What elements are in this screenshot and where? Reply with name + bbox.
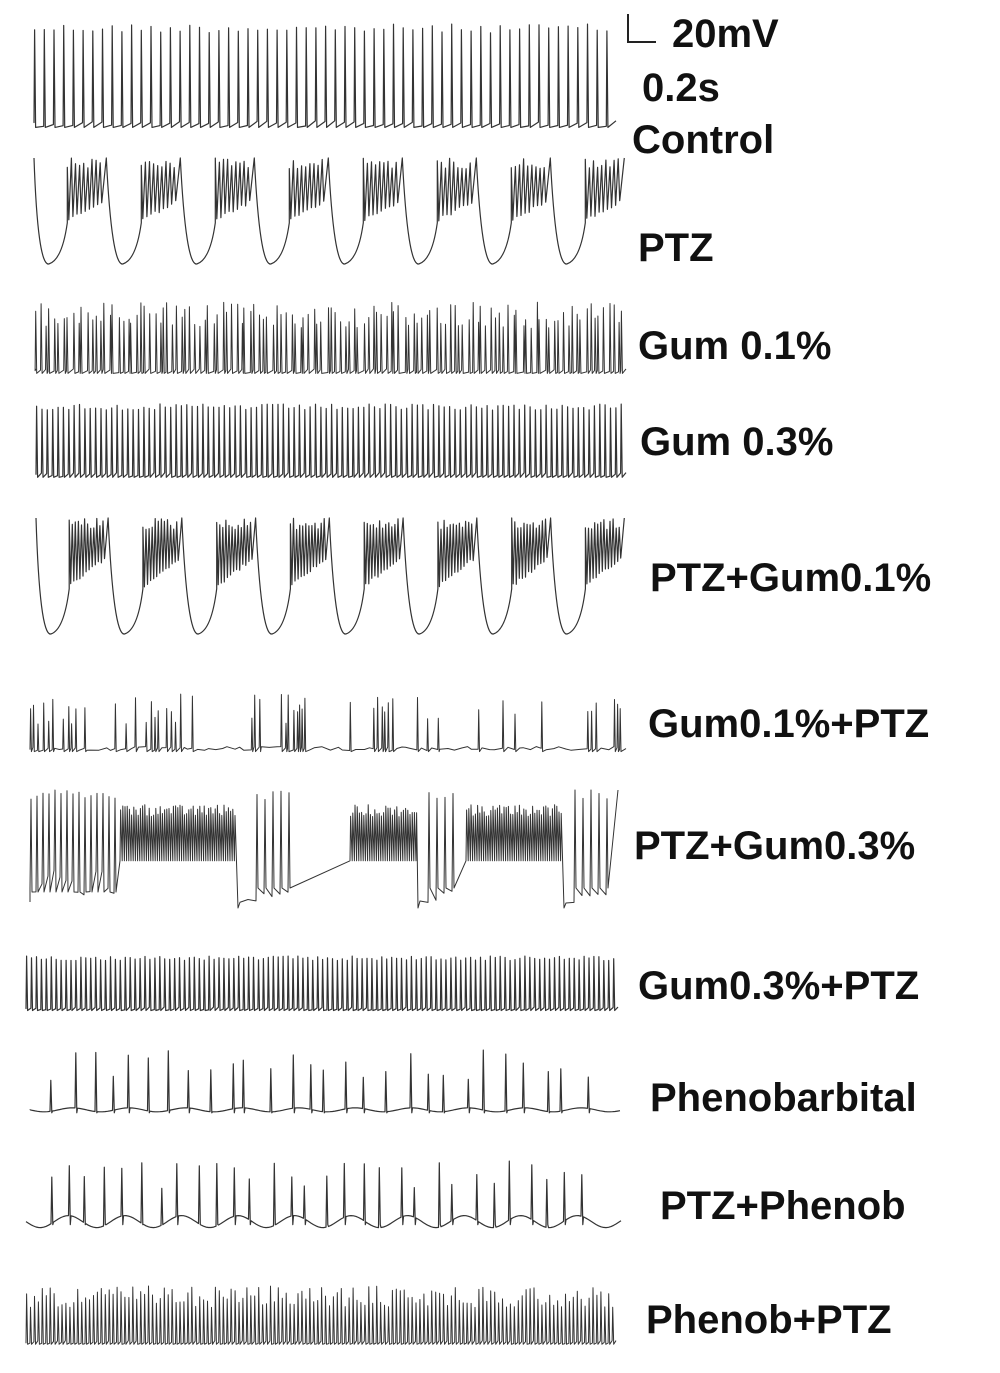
trace-phenob-ptz bbox=[25, 1285, 617, 1345]
trace-label-ptz: PTZ bbox=[638, 226, 714, 270]
trace-ptz-gum0-3 bbox=[29, 789, 619, 909]
trace-label-gum-01-ptz: Gum0.1%+PTZ bbox=[648, 702, 930, 746]
trace-gum0-3-ptz bbox=[25, 955, 619, 1012]
trace-gum-0-3 bbox=[35, 403, 627, 478]
scale-voltage-label: 20mV bbox=[672, 12, 779, 56]
trace-label-gum-03: Gum 0.3% bbox=[640, 420, 834, 464]
trace-gum-0-1 bbox=[34, 301, 627, 374]
trace-ptz-phenob bbox=[25, 1160, 622, 1229]
trace-label-ptz-phenob: PTZ+Phenob bbox=[660, 1184, 906, 1228]
scale-bar bbox=[627, 14, 656, 43]
trace-label-ptz-gum-03: PTZ+Gum0.3% bbox=[634, 824, 916, 868]
trace-ptz bbox=[33, 157, 625, 265]
trace-label-ptz-gum-01: PTZ+Gum0.1% bbox=[650, 556, 932, 600]
trace-phenobarbital bbox=[29, 1049, 621, 1114]
trace-label-phenob-ptz: Phenob+PTZ bbox=[646, 1298, 892, 1342]
scale-time-label: 0.2s bbox=[642, 66, 720, 110]
trace-ptz-gum0-1 bbox=[35, 517, 625, 635]
trace-control bbox=[33, 23, 617, 128]
trace-label-gum-01: Gum 0.1% bbox=[638, 324, 832, 368]
trace-label-gum-03-ptz: Gum0.3%+PTZ bbox=[638, 964, 920, 1008]
trace-gum0-1-ptz bbox=[29, 693, 627, 753]
trace-label-control: Control bbox=[632, 118, 775, 162]
trace-label-phenobarbital: Phenobarbital bbox=[650, 1076, 917, 1120]
